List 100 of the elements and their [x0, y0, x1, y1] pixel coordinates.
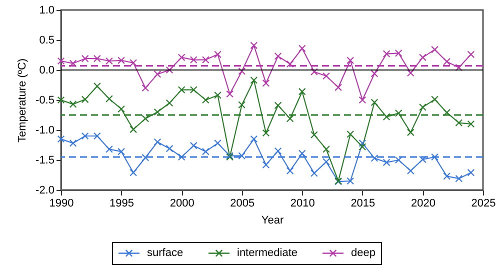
- point: [57, 96, 65, 104]
- point: [81, 54, 89, 62]
- point: [262, 79, 270, 87]
- point: [69, 139, 77, 147]
- point: [57, 135, 65, 143]
- point: [310, 131, 318, 139]
- point: [394, 109, 402, 117]
- point: [166, 144, 174, 152]
- point: [370, 154, 378, 162]
- point: [322, 72, 330, 80]
- point: [370, 70, 378, 78]
- point: [250, 42, 258, 50]
- point: [322, 158, 330, 166]
- point: [346, 130, 354, 138]
- point: [274, 52, 282, 60]
- point: [69, 60, 77, 68]
- point: [322, 145, 330, 153]
- y-tick-label: -1.0: [36, 124, 54, 136]
- point: [431, 46, 438, 54]
- point: [334, 84, 342, 92]
- point: [358, 139, 366, 147]
- point: [250, 76, 258, 84]
- point: [298, 44, 306, 52]
- point: [346, 177, 354, 185]
- point: [358, 96, 366, 104]
- point: [118, 56, 125, 64]
- point: [406, 128, 414, 136]
- point: [106, 95, 113, 103]
- point: [69, 100, 77, 108]
- point: [178, 153, 186, 161]
- point: [358, 143, 366, 151]
- point: [154, 138, 162, 146]
- point: [81, 96, 89, 104]
- point: [202, 96, 210, 104]
- point: [154, 108, 162, 116]
- legend-label: surface: [147, 247, 184, 260]
- point: [106, 145, 113, 153]
- legend-label: intermediate: [237, 247, 298, 260]
- point: [455, 119, 463, 127]
- point: [202, 56, 210, 64]
- point: [214, 139, 222, 147]
- point: [310, 68, 318, 76]
- point: [419, 103, 426, 111]
- point: [202, 148, 210, 156]
- point: [238, 101, 246, 109]
- point: [370, 98, 378, 106]
- point: [142, 114, 150, 122]
- point: [455, 174, 463, 182]
- point: [286, 114, 294, 122]
- point: [298, 150, 306, 158]
- point: [57, 57, 65, 65]
- x-tick-label: 2010: [290, 198, 315, 210]
- point: [118, 105, 125, 113]
- point: [431, 153, 438, 161]
- point: [93, 82, 101, 90]
- point: [431, 96, 438, 104]
- point: [166, 99, 174, 107]
- point: [274, 147, 282, 155]
- point: [130, 168, 138, 176]
- x-tick-label: 2015: [350, 198, 376, 210]
- point: [154, 70, 162, 78]
- point: [382, 158, 390, 166]
- x-axis-title: Year: [261, 214, 284, 226]
- point: [214, 91, 222, 99]
- x-tick-label: 2005: [230, 198, 255, 210]
- point: [190, 142, 198, 150]
- y-tick-label: -1.5: [36, 154, 54, 166]
- point: [130, 59, 138, 67]
- point: [467, 168, 475, 176]
- point: [166, 66, 174, 74]
- legend-label: deep: [351, 247, 376, 260]
- point: [238, 67, 246, 75]
- point: [93, 54, 101, 62]
- point: [419, 54, 426, 62]
- point: [467, 120, 475, 128]
- point: [262, 129, 270, 137]
- point: [394, 156, 402, 164]
- point: [142, 154, 150, 162]
- point: [310, 169, 318, 177]
- point: [286, 167, 294, 175]
- x-tick-label: 1995: [110, 198, 134, 210]
- point: [238, 152, 246, 160]
- point: [286, 60, 294, 68]
- point: [298, 88, 306, 96]
- point: [274, 102, 282, 110]
- point: [81, 132, 89, 140]
- point: [346, 56, 354, 64]
- point: [190, 86, 198, 94]
- point: [118, 148, 125, 156]
- point: [382, 50, 390, 58]
- point: [262, 161, 270, 169]
- point: [443, 108, 451, 116]
- point: [178, 54, 186, 62]
- point: [214, 50, 222, 58]
- y-tick-label: -2.0: [36, 184, 54, 196]
- point: [382, 113, 390, 121]
- y-tick-label: -0.5: [36, 94, 54, 106]
- point: [190, 56, 198, 64]
- x-tick-label: 1990: [49, 198, 74, 210]
- point: [178, 86, 186, 94]
